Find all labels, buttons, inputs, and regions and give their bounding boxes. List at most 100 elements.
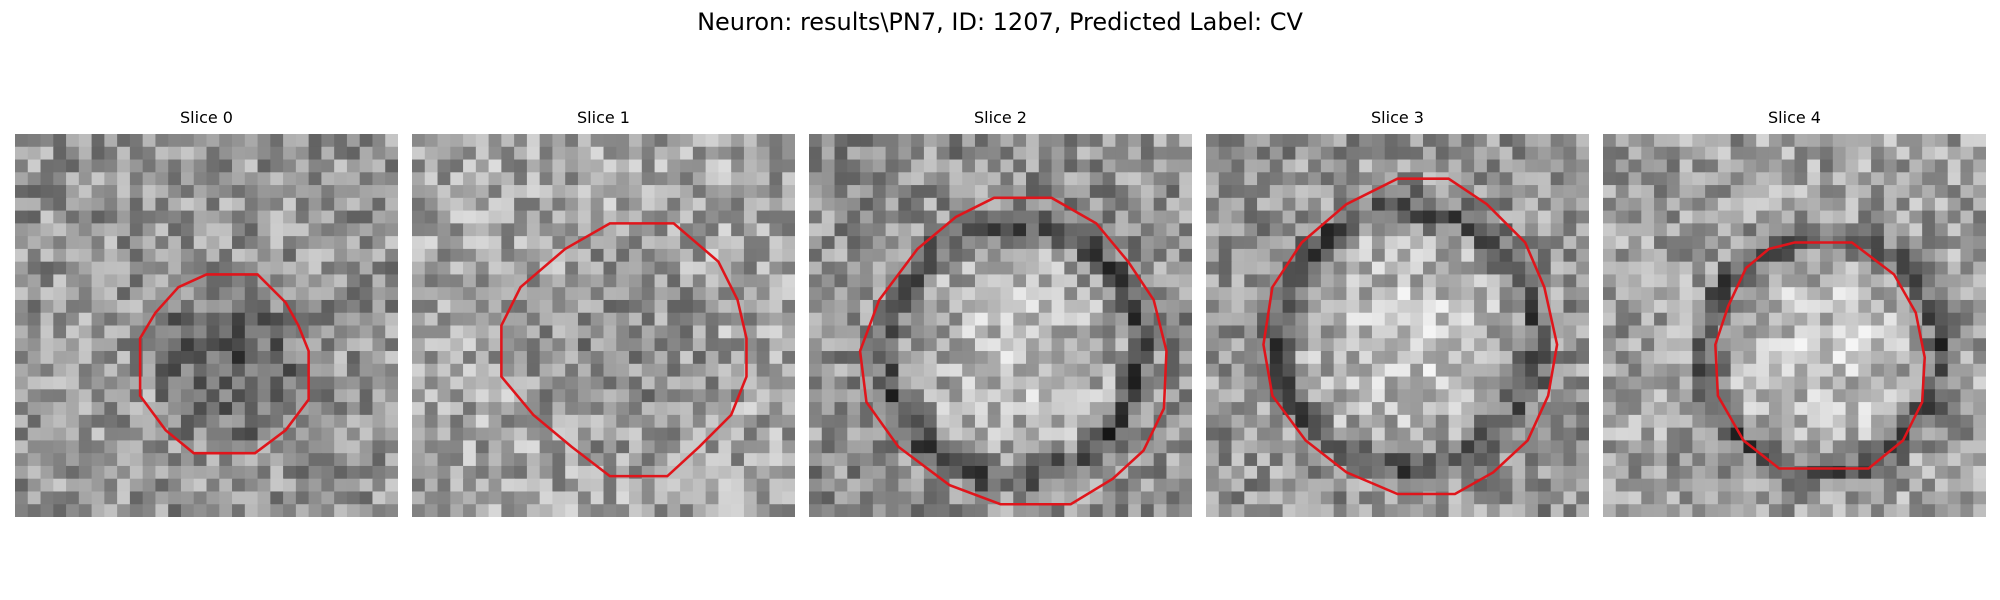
image-pixel xyxy=(1410,440,1424,454)
image-pixel xyxy=(603,274,617,288)
image-pixel xyxy=(40,325,54,339)
image-pixel xyxy=(463,427,477,442)
image-pixel xyxy=(488,491,503,505)
image-pixel xyxy=(1512,210,1526,225)
image-pixel xyxy=(66,261,80,276)
image-pixel xyxy=(129,134,144,148)
image-pixel xyxy=(1257,389,1271,403)
image-pixel xyxy=(1960,338,1974,352)
image-pixel xyxy=(731,478,745,493)
image-pixel xyxy=(1000,402,1014,416)
image-pixel xyxy=(1615,274,1630,288)
image-pixel xyxy=(155,248,169,263)
image-pixel xyxy=(718,453,732,467)
image-pixel xyxy=(603,440,617,454)
image-pixel xyxy=(1064,389,1078,403)
image-pixel xyxy=(616,427,630,442)
image-pixel xyxy=(1858,376,1872,390)
image-pixel xyxy=(1013,389,1027,403)
image-pixel xyxy=(1717,197,1732,212)
image-pixel xyxy=(372,389,386,403)
image-pixel xyxy=(731,440,745,454)
image-pixel xyxy=(1282,427,1297,442)
image-pixel xyxy=(577,427,592,442)
image-pixel xyxy=(1371,159,1386,173)
image-pixel xyxy=(898,414,912,429)
image-pixel xyxy=(53,210,67,225)
image-pixel xyxy=(1179,414,1192,429)
image-pixel xyxy=(1179,351,1192,365)
image-pixel xyxy=(450,427,464,442)
image-pixel xyxy=(1371,402,1386,416)
image-pixel xyxy=(1628,402,1642,416)
image-pixel xyxy=(1960,274,1974,288)
image-pixel xyxy=(1499,146,1514,161)
image-pixel xyxy=(424,440,439,454)
image-pixel xyxy=(1231,223,1245,237)
image-pixel xyxy=(1295,504,1309,517)
image-pixel xyxy=(1295,465,1309,480)
image-pixel xyxy=(1166,287,1180,301)
image-pixel xyxy=(257,363,271,378)
image-pixel xyxy=(1153,287,1168,301)
image-pixel xyxy=(412,185,426,199)
image-pixel xyxy=(1077,338,1091,352)
image-pixel xyxy=(1206,134,1220,148)
image-pixel xyxy=(1282,440,1297,454)
image-pixel xyxy=(168,465,182,480)
image-pixel xyxy=(1089,376,1104,390)
image-pixel xyxy=(1000,185,1014,199)
image-pixel xyxy=(1871,351,1885,365)
image-pixel xyxy=(1794,504,1808,517)
image-pixel xyxy=(295,134,310,148)
image-pixel xyxy=(1474,453,1488,467)
image-pixel xyxy=(1320,376,1335,390)
image-pixel xyxy=(1026,172,1040,186)
image-pixel xyxy=(412,338,426,352)
image-pixel xyxy=(1628,440,1642,454)
image-pixel xyxy=(1077,134,1091,148)
image-pixel xyxy=(898,197,912,212)
image-pixel xyxy=(1934,389,1949,403)
image-pixel xyxy=(437,172,451,186)
image-pixel xyxy=(1717,261,1732,276)
image-pixel xyxy=(692,389,707,403)
image-pixel xyxy=(1756,159,1770,173)
image-pixel xyxy=(1308,414,1322,429)
image-pixel xyxy=(155,363,169,378)
image-pixel xyxy=(104,465,118,480)
image-pixel xyxy=(1947,261,1962,276)
image-pixel xyxy=(1486,351,1501,365)
image-pixel xyxy=(603,287,617,301)
image-pixel xyxy=(1615,185,1630,199)
image-pixel xyxy=(1320,478,1335,493)
image-pixel xyxy=(821,478,836,493)
image-pixel xyxy=(1525,274,1539,288)
image-pixel xyxy=(834,440,848,454)
image-pixel xyxy=(1947,427,1962,442)
image-pixel xyxy=(91,185,106,199)
image-pixel xyxy=(1692,134,1706,148)
image-pixel xyxy=(1909,504,1923,517)
image-pixel xyxy=(1628,427,1642,442)
image-pixel xyxy=(834,287,848,301)
image-pixel xyxy=(1179,325,1192,339)
image-pixel xyxy=(1102,414,1117,429)
image-pixel xyxy=(117,299,131,314)
image-pixel xyxy=(1717,172,1732,186)
image-pixel xyxy=(1845,210,1859,225)
image-pixel xyxy=(705,402,720,416)
image-pixel xyxy=(1064,248,1078,263)
image-pixel xyxy=(629,453,643,467)
image-pixel xyxy=(1537,440,1552,454)
image-pixel xyxy=(193,172,208,186)
image-pixel xyxy=(270,325,284,339)
image-pixel xyxy=(962,440,976,454)
image-pixel xyxy=(359,363,374,378)
image-pixel xyxy=(385,223,398,237)
image-pixel xyxy=(847,172,861,186)
image-pixel xyxy=(731,465,745,480)
image-pixel xyxy=(1320,312,1335,327)
image-pixel xyxy=(1410,363,1424,378)
image-pixel xyxy=(641,210,656,225)
